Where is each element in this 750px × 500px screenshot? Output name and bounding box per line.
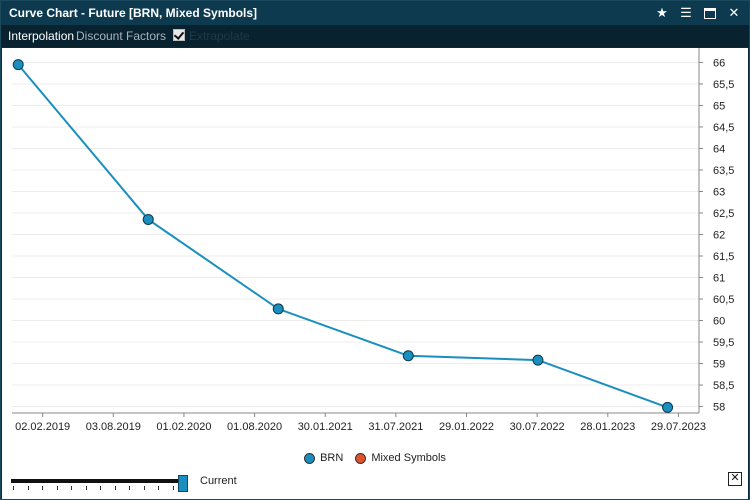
data-point <box>142 213 154 225</box>
data-point <box>532 354 544 366</box>
window-title: Curve Chart - Future [BRN, Mixed Symbols… <box>9 6 258 20</box>
data-point <box>662 401 674 413</box>
y-tick-label: 60 <box>713 316 725 328</box>
legend-label-brn: BRN <box>320 452 344 464</box>
x-tick-label: 29.07.2023 <box>651 421 706 433</box>
y-tick-label: 62,5 <box>713 208 734 220</box>
title-bar: Curve Chart - Future [BRN, Mixed Symbols… <box>1 1 749 25</box>
y-tick-label: 59 <box>713 359 725 371</box>
x-tick-label: 30.01.2021 <box>298 421 353 433</box>
y-tick-label: 58,5 <box>713 380 734 392</box>
data-point <box>272 303 284 315</box>
y-tick-label: 64,5 <box>713 122 734 134</box>
chart-area: 58 58,5 59 59,5 60 60,5 61 61,5 62 62,5 63 63,5 64 64… <box>2 48 748 443</box>
slider-tick <box>114 486 116 490</box>
tab-interpolation[interactable]: Interpolation <box>8 29 75 43</box>
x-tick-label: 29.01.2022 <box>439 421 494 433</box>
slider-tick <box>85 486 87 490</box>
slider-tick <box>129 486 130 490</box>
slider-tick <box>172 486 174 490</box>
legend: BRN Mixed Symbols <box>2 452 748 464</box>
y-tick-label: 60,5 <box>713 294 734 306</box>
slider-thumb[interactable] <box>178 475 188 492</box>
brn-marker-icon <box>304 452 316 464</box>
slider-ticks <box>11 486 183 491</box>
y-tick-label: 62 <box>713 230 725 242</box>
legend-item-mixed-symbols[interactable]: Mixed Symbols <box>355 452 446 464</box>
slider-tick <box>13 486 14 490</box>
extrapolate-label[interactable]: Extrapolate <box>189 29 250 43</box>
x-tick-label: 30.07.2022 <box>510 421 565 433</box>
close-icon[interactable]: ✕ <box>728 5 740 20</box>
x-tick-label: 03.08.2019 <box>86 421 141 433</box>
slider-label: Current <box>200 475 237 487</box>
close-panel-button[interactable]: ✕ <box>728 472 742 486</box>
slider-tick <box>56 486 58 490</box>
slider-tick <box>27 486 29 490</box>
data-point <box>12 59 24 71</box>
y-tick-label: 65,5 <box>713 79 734 91</box>
y-tick-label: 61,5 <box>713 251 734 263</box>
star-icon[interactable]: ★ <box>656 5 668 20</box>
slider-tick <box>143 486 145 490</box>
y-tick-label: 61 <box>713 273 725 285</box>
slider-track[interactable] <box>11 479 183 483</box>
curve-chart: 58 58,5 59 59,5 60 60,5 61 61,5 62 62,5 63 63,5 64 64… <box>12 48 734 433</box>
mixed-symbols-marker-icon <box>355 452 367 464</box>
data-point <box>402 350 414 362</box>
extrapolate-checkbox[interactable] <box>173 29 185 41</box>
series-line-brn <box>17 63 668 409</box>
tab-discount-factors[interactable]: Discount Factors <box>76 29 167 43</box>
slider-tick <box>42 486 43 490</box>
legend-item-brn[interactable]: BRN <box>304 452 343 464</box>
x-tick-label: 02.02.2019 <box>15 421 70 433</box>
y-tick-label: 64 <box>713 143 725 155</box>
x-tick-label: 31.07.2021 <box>368 421 423 433</box>
slider-tick <box>158 486 159 490</box>
legend-bar: BRN Mixed Symbols <box>2 443 748 499</box>
x-tick-label: 01.02.2020 <box>156 421 211 433</box>
toolbar: Interpolation Discount Factors Extrapola… <box>1 25 749 47</box>
y-tick-label: 63,5 <box>713 165 734 177</box>
menu-icon[interactable]: ☰ <box>680 5 692 20</box>
y-tick-label: 58 <box>713 402 725 414</box>
time-slider[interactable] <box>11 475 188 495</box>
slider-tick <box>100 486 101 490</box>
y-tick-label: 59,5 <box>713 337 734 349</box>
slider-tick <box>71 486 72 490</box>
title-bar-controls: ★ ☰ ✕ <box>653 4 743 22</box>
maximize-icon[interactable] <box>701 4 719 22</box>
y-tick-label: 63 <box>713 186 725 198</box>
x-tick-label: 01.08.2020 <box>227 421 282 433</box>
legend-label-mixed-symbols: Mixed Symbols <box>371 452 446 464</box>
y-tick-label: 66 <box>713 57 725 69</box>
y-tick-label: 65 <box>713 100 725 112</box>
x-tick-label: 28.01.2023 <box>580 421 635 433</box>
